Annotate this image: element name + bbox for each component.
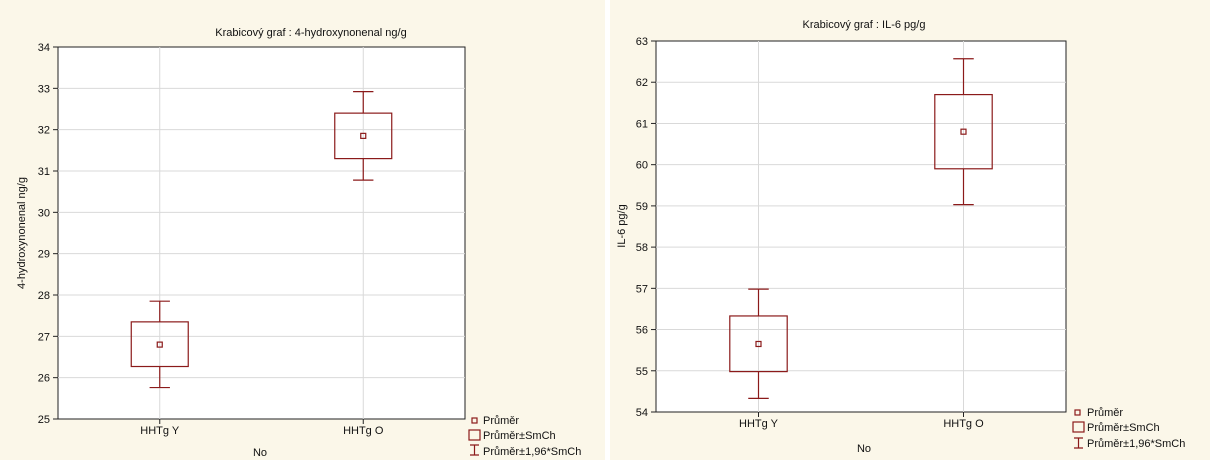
y-tick-label: 31: [38, 166, 50, 178]
legend-entry-box: Průměr±SmCh: [483, 430, 556, 442]
y-tick-label: 63: [636, 36, 648, 48]
y-tick-label: 59: [636, 201, 648, 213]
se-box: [334, 112, 393, 160]
x-tick-label: HHTg O: [943, 418, 984, 430]
box-hhtg-y: [729, 288, 788, 399]
mean-marker: [360, 132, 367, 139]
legend-mean-symbol: [471, 417, 478, 424]
y-tick-label: 58: [636, 242, 648, 254]
y-tick-label: 54: [636, 407, 648, 419]
box-series: [729, 58, 993, 399]
y-tick-label: 25: [38, 414, 50, 426]
x-axis-ticks: HHTg Y HHTg O: [140, 419, 384, 437]
legend-entry-box: Průměr±SmCh: [1087, 422, 1160, 434]
grid-lines: [58, 47, 465, 419]
legend-entry-whisker: Průměr±1,96*SmCh: [483, 446, 581, 458]
legend-box-symbol: [1072, 421, 1085, 433]
y-tick-label: 57: [636, 283, 648, 295]
legend-mean-symbol: [1074, 409, 1081, 416]
box-hhtg-o: [334, 91, 393, 181]
se-box: [130, 321, 189, 368]
y-tick-label: 30: [38, 207, 50, 219]
y-tick-label: 28: [38, 290, 50, 302]
plot-area: [57, 46, 466, 420]
y-tick-label: 32: [38, 125, 50, 137]
chart-title: Krabicový graf : IL-6 pg/g: [803, 19, 926, 31]
mean-marker: [156, 341, 163, 348]
y-axis-ticks: 25 26 27 28 29 30 31 32 33 34: [38, 42, 58, 426]
x-tick-label: HHTg Y: [140, 425, 180, 437]
y-tick-label: 33: [38, 83, 50, 95]
box-hhtg-y: [130, 300, 189, 389]
x-axis-ticks: HHTg Y HHTg O: [739, 412, 984, 430]
box-series: [130, 91, 393, 389]
legend-entry-mean: Průměr: [1087, 407, 1123, 419]
y-tick-label: 60: [636, 160, 648, 172]
box-hhtg-o: [934, 58, 993, 206]
grid-lines: [656, 41, 1066, 412]
chart-il-6: Krabicový graf : IL-6 pg/g 54 55 56 57 58 59 6…: [610, 0, 1210, 460]
x-axis-label: No: [857, 443, 871, 455]
y-tick-label: 26: [38, 373, 50, 385]
legend: Průměr Průměr±SmCh Průměr±1,96*SmCh: [468, 415, 581, 458]
legend-box-symbol: [468, 429, 481, 441]
y-tick-label: 27: [38, 331, 50, 343]
se-box: [934, 93, 993, 170]
se-box: [729, 315, 788, 373]
plot-area: [655, 40, 1067, 413]
y-axis-ticks: 54 55 56 57 58 59 60 61 62 63: [636, 36, 656, 419]
y-axis-label: IL-6 pg/g: [616, 204, 628, 247]
y-axis-label: 4-hydroxynonenal ng/g: [16, 177, 28, 289]
y-tick-label: 62: [636, 77, 648, 89]
y-tick-label: 56: [636, 325, 648, 337]
x-tick-label: HHTg Y: [739, 418, 779, 430]
y-tick-label: 61: [636, 118, 648, 130]
legend-entry-whisker: Průměr±1,96*SmCh: [1087, 438, 1185, 450]
legend: Průměr Průměr±SmCh Průměr±1,96*SmCh: [1072, 407, 1185, 450]
y-tick-label: 55: [636, 366, 648, 378]
chart-title: Krabicový graf : 4-hydroxynonenal ng/g: [215, 27, 406, 39]
y-tick-label: 34: [38, 42, 50, 54]
legend-whisker-symbol: [1074, 437, 1083, 449]
mean-marker: [755, 340, 762, 348]
y-tick-label: 29: [38, 249, 50, 261]
chart-4-hydroxynonenal: Krabicový graf : 4-hydroxynonenal ng/g 2…: [0, 0, 605, 460]
x-tick-label: HHTg O: [343, 425, 384, 437]
mean-marker: [960, 128, 967, 135]
legend-entry-mean: Průměr: [483, 415, 519, 427]
x-axis-label: No: [253, 447, 267, 459]
legend-whisker-symbol: [470, 444, 479, 456]
